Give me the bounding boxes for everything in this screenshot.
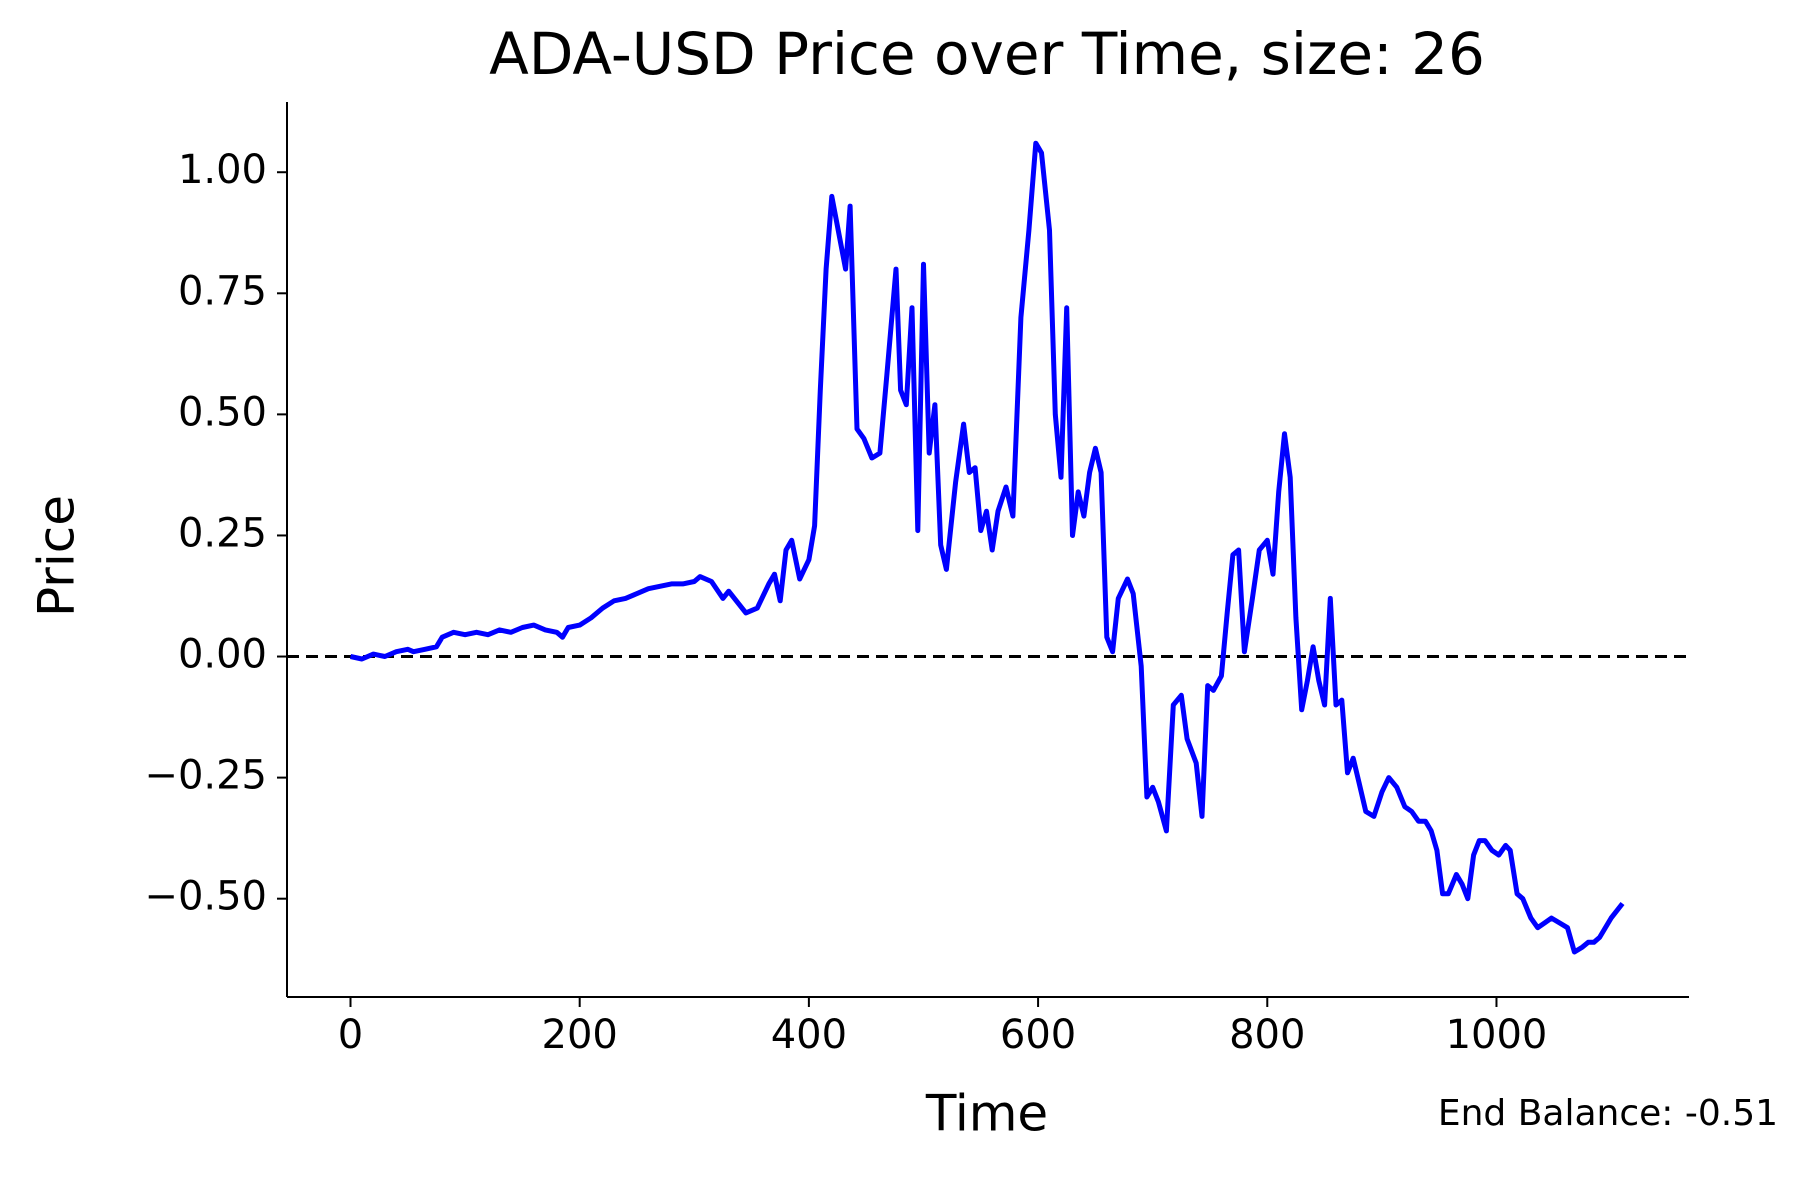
- y-tick-label: 1.00: [178, 147, 267, 193]
- chart-title: ADA-USD Price over Time, size: 26: [489, 20, 1485, 88]
- annotation: End Balance: -0.51: [1438, 1093, 1778, 1134]
- x-tick-label: 200: [542, 1012, 618, 1058]
- y-tick-label: 0.25: [178, 510, 267, 556]
- y-tick-label: −0.25: [144, 753, 267, 799]
- x-tick-label: 800: [1229, 1012, 1305, 1058]
- x-tick-label: 600: [1000, 1012, 1076, 1058]
- y-tick-label: 0.00: [178, 632, 267, 678]
- y-tick-label: 0.50: [178, 389, 267, 435]
- x-tick-label: 400: [771, 1012, 847, 1058]
- y-axis-label: Price: [28, 495, 86, 617]
- y-tick-label: 0.75: [178, 268, 267, 314]
- x-tick-label: 1000: [1446, 1012, 1548, 1058]
- x-tick-label: 0: [338, 1012, 363, 1058]
- x-axis-label: Time: [925, 1085, 1048, 1143]
- y-tick-label: −0.50: [144, 874, 267, 920]
- price-line: [349, 140, 1625, 955]
